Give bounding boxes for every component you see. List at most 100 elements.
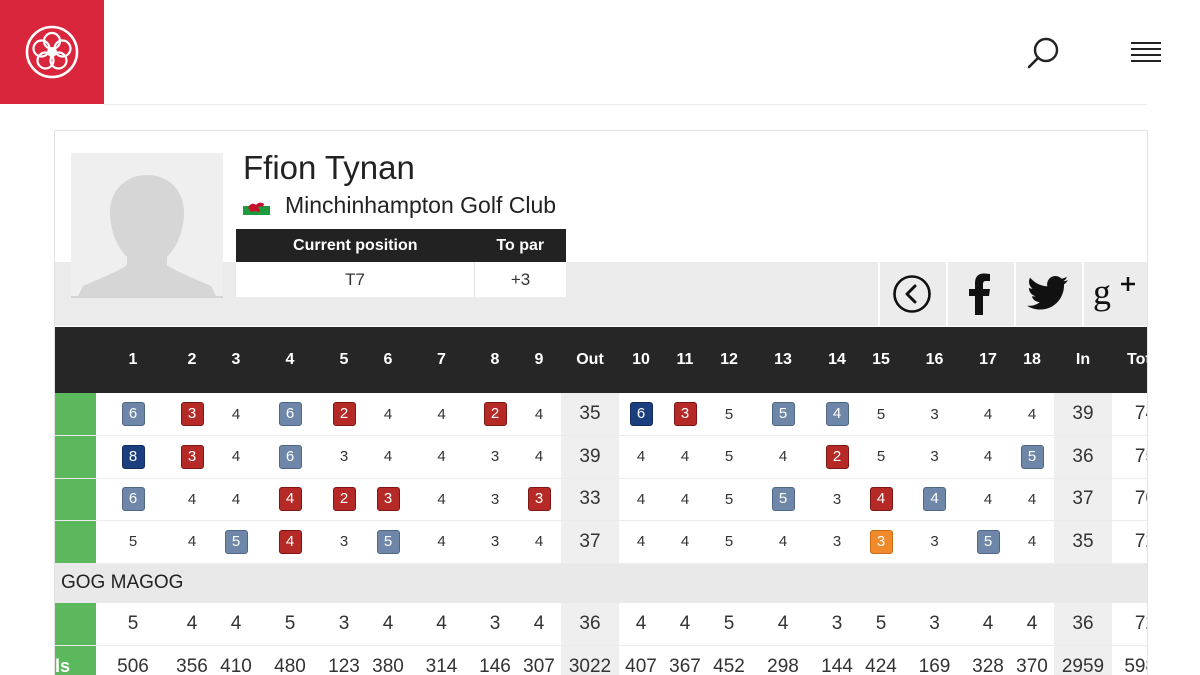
hole-yards: 506 xyxy=(96,645,170,675)
hole-yards: 380 xyxy=(366,645,410,675)
hole-header: Out xyxy=(561,327,619,393)
hole-score: 4 xyxy=(966,478,1010,521)
hole-score: 5 xyxy=(859,393,903,436)
hole-score: 4 xyxy=(966,393,1010,436)
score-badge: 5 xyxy=(224,529,248,554)
header-divider xyxy=(104,104,1147,105)
hole-par: 5 xyxy=(258,603,322,646)
hole-par: 4 xyxy=(751,603,815,646)
score-badge: 3 xyxy=(527,487,551,512)
round-row: 644423433334455344443770 xyxy=(55,478,1147,521)
club-name: Minchinhampton Golf Club xyxy=(285,192,557,218)
par-in: 36 xyxy=(1054,603,1112,646)
score-badge: 3 xyxy=(180,444,204,469)
hole-yards: 480 xyxy=(258,645,322,675)
round-tag xyxy=(55,393,96,436)
hole-header: 17 xyxy=(966,327,1010,393)
hole-yards: 298 xyxy=(751,645,815,675)
hole-par: 4 xyxy=(170,603,214,646)
hole-header: 6 xyxy=(366,327,410,393)
hole-score: 4 xyxy=(619,478,663,521)
hole-par: 4 xyxy=(966,603,1010,646)
hole-par: 3 xyxy=(322,603,366,646)
menu-button[interactable] xyxy=(1128,40,1164,66)
course-name: GOG MAGOG xyxy=(55,563,1147,603)
hole-header: Total xyxy=(1112,327,1147,393)
hole-header: 8 xyxy=(473,327,517,393)
hole-score: 4 xyxy=(170,520,214,564)
hole-score: 2 xyxy=(473,393,517,436)
hole-header: 11 xyxy=(663,327,707,393)
score-badge: 8 xyxy=(121,444,145,469)
hole-score: 4 xyxy=(170,478,214,521)
hole-header: 7 xyxy=(410,327,473,393)
hole-score: 6 xyxy=(96,393,170,436)
hole-score: 5 xyxy=(707,435,751,479)
hole-par: 4 xyxy=(517,603,561,646)
hole-par: 4 xyxy=(619,603,663,646)
hole-score: 6 xyxy=(258,393,322,436)
yards-in: 2959 xyxy=(1054,645,1112,675)
hole-header: 5 xyxy=(322,327,366,393)
par-row: 544534434364454353443672 xyxy=(55,603,1147,646)
hole-yards: 144 xyxy=(815,645,859,675)
in-score: 36 xyxy=(1054,435,1112,479)
search-button[interactable] xyxy=(1022,34,1066,72)
hole-header: 13 xyxy=(751,327,815,393)
total-score: 75 xyxy=(1112,435,1147,479)
hole-header: 18 xyxy=(1010,327,1054,393)
hole-yards: 370 xyxy=(1010,645,1054,675)
round-tag xyxy=(55,435,96,479)
hole-yards: 123 xyxy=(322,645,366,675)
rose-logo-icon xyxy=(25,25,79,79)
hole-score: 4 xyxy=(1010,520,1054,564)
hole-par: 5 xyxy=(707,603,751,646)
hole-score: 4 xyxy=(258,478,322,521)
back-button[interactable] xyxy=(878,262,944,326)
score-badge: 2 xyxy=(483,402,507,426)
hole-score: 3 xyxy=(903,435,966,479)
player-name: Ffion Tynan xyxy=(243,149,415,186)
hole-par: 5 xyxy=(96,603,170,646)
twitter-share-button[interactable] xyxy=(1014,262,1080,326)
hole-header: 10 xyxy=(619,327,663,393)
score-badge: 6 xyxy=(278,444,302,469)
position-table: Current position To par T7 +3 xyxy=(236,229,566,297)
hole-score: 3 xyxy=(815,478,859,521)
hole-score: 3 xyxy=(366,478,410,521)
google-plus-icon: g xyxy=(1093,274,1135,312)
hole-score: 4 xyxy=(903,478,966,521)
hole-score: 4 xyxy=(663,520,707,564)
yards-row: ls 506 356 410 480 123 380 314 146 307 3022 407 367 4… xyxy=(55,645,1147,675)
hole-header: In xyxy=(1054,327,1112,393)
google-plus-share-button[interactable]: g xyxy=(1082,262,1147,326)
hole-score: 3 xyxy=(903,520,966,564)
to-par-header: To par xyxy=(474,229,566,262)
hole-score: 4 xyxy=(815,393,859,436)
hole-score: 3 xyxy=(815,520,859,564)
hole-par: 3 xyxy=(815,603,859,646)
total-score: 72 xyxy=(1112,520,1147,564)
hole-par: 3 xyxy=(473,603,517,646)
score-badge: 6 xyxy=(278,402,302,426)
site-logo[interactable] xyxy=(0,0,104,104)
position-header: Current position xyxy=(236,229,475,262)
hole-score: 4 xyxy=(214,435,258,479)
hole-score: 3 xyxy=(170,435,214,479)
facebook-share-button[interactable] xyxy=(946,262,1012,326)
score-badge: 6 xyxy=(121,402,145,426)
avatar-silhouette-icon xyxy=(71,153,223,296)
hole-score: 3 xyxy=(517,478,561,521)
hole-score: 4 xyxy=(410,435,473,479)
hole-score: 5 xyxy=(707,393,751,436)
par-total: 72 xyxy=(1112,603,1147,646)
hole-header: 14 xyxy=(815,327,859,393)
hole-score: 3 xyxy=(322,520,366,564)
score-badge: 5 xyxy=(376,529,400,554)
hole-score: 4 xyxy=(517,435,561,479)
hole-header: 1 xyxy=(96,327,170,393)
hole-score: 3 xyxy=(903,393,966,436)
hole-score: 4 xyxy=(1010,478,1054,521)
scorecard-header-row: 123456789Out101112131415161718InTotal xyxy=(55,327,1147,393)
out-score: 35 xyxy=(561,393,619,436)
